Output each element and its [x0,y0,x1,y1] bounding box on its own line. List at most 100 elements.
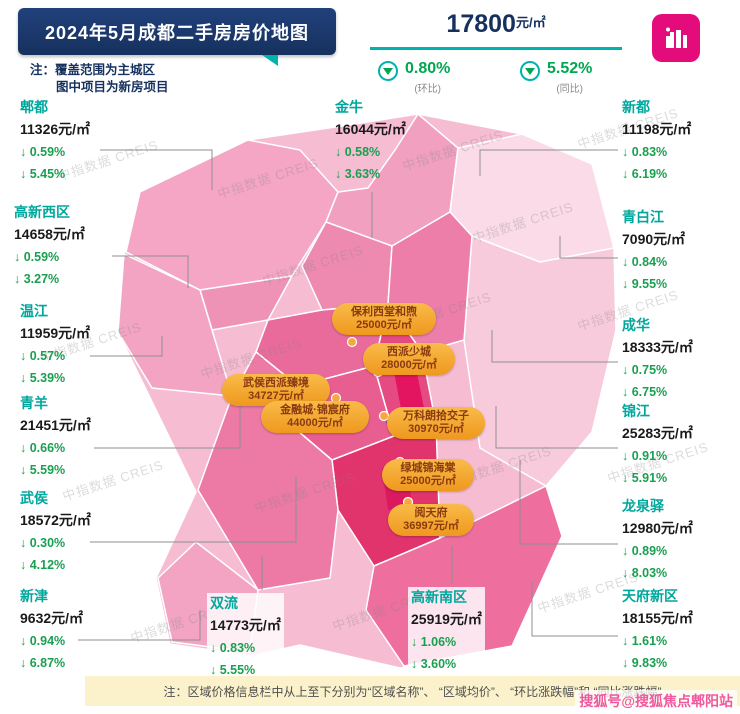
district-card-gaoxin-west: 高新西区 14658元/㎡ ↓ 0.59% ↓ 3.27% [14,203,85,288]
district-name: 武侯 [20,490,48,506]
project-name: 万科朗拾交子 [403,410,469,422]
district-yoy-change: ↓ 9.55% [622,277,668,291]
project-price: 36997元/㎡ [403,520,459,532]
district-name: 温江 [20,303,48,319]
district-yoy-change: ↓ 5.91% [622,471,668,485]
district-mom-change: ↓ 0.83% [210,641,256,655]
page-title: 2024年5月成都二手房房价地图 [44,22,310,43]
coverage-note-line2: 图中项目为新房项目 [56,80,169,94]
district-name: 双流 [210,595,238,611]
district-card-wuhou: 武侯 18572元/㎡ ↓ 0.30% ↓ 4.12% [20,489,91,574]
down-arrow-icon [525,68,535,75]
district-price: 11326元/㎡ [20,121,91,137]
district-yoy-change: ↓ 5.55% [210,663,256,677]
connector-line [479,149,618,176]
district-yoy-change: ↓ 3.60% [411,657,457,671]
district-card-qingyang: 青羊 21451元/㎡ ↓ 0.66% ↓ 5.59% [20,394,91,479]
project-badge-wanke: 万科朗拾交子 30970元/㎡ [387,407,485,439]
project-price: 25000元/㎡ [400,475,456,487]
district-name: 高新南区 [411,589,467,605]
connector-line [559,236,618,259]
district-yoy-change: ↓ 9.83% [622,656,668,670]
district-mom-change: ↓ 0.57% [20,349,66,363]
footer-note-text: 注：区域价格信息栏中从上至下分别为“区域名称”、 “区域均价”、 “环比涨跌幅”… [163,684,662,699]
coverage-note-line1: 注：覆盖范围为主城区 [30,63,156,77]
district-card-tianfu: 天府新区 18155元/㎡ ↓ 1.61% ↓ 9.83% [622,587,693,672]
building-glyph [666,27,687,48]
yoy-stat-value: 5.52% [547,60,593,77]
project-name: 武侯西派臻境 [243,377,309,389]
district-price: 25919元/㎡ [411,611,482,627]
district-card-jinjiang: 锦江 25283元/㎡ ↓ 0.91% ↓ 5.91% [622,402,693,487]
project-price: 44000元/㎡ [287,417,343,429]
district-mom-change: ↓ 0.66% [20,441,66,455]
district-yoy-change: ↓ 5.59% [20,463,66,477]
yoy-stat-label: (同比) [556,84,584,95]
project-name: 金融城·锦宸府 [280,404,350,416]
district-card-chenghua: 成华 18333元/㎡ ↓ 0.75% ↓ 6.75% [622,316,693,401]
district-mom-change: ↓ 0.75% [622,363,668,377]
district-yoy-change: ↓ 5.45% [20,167,66,181]
district-price: 12980元/㎡ [622,520,693,536]
average-price-value: 17800 [446,10,516,38]
ribbon-fold-decoration [262,55,278,66]
district-price: 7090元/㎡ [622,231,686,247]
district-card-longquanyi: 龙泉驿 12980元/㎡ ↓ 0.89% ↓ 8.03% [622,497,693,582]
map-core-accent [394,368,424,414]
mom-stat-label: (环比) [414,84,442,95]
teal-underline [370,47,622,50]
district-mom-change: ↓ 0.91% [622,449,668,463]
district-name: 青白江 [622,209,664,225]
down-arrow-icon [383,68,393,75]
district-price: 25283元/㎡ [622,425,693,441]
project-name: 保利西堂和煦 [351,306,417,318]
district-name: 高新西区 [14,204,70,220]
district-mom-change: ↓ 0.89% [622,544,668,558]
district-yoy-change: ↓ 5.39% [20,371,66,385]
district-name: 新都 [622,99,650,115]
district-price: 16044元/㎡ [335,121,406,137]
connector-line [100,149,213,190]
district-yoy-change: ↓ 3.27% [14,272,60,286]
map-region-longquanyi [463,235,617,487]
project-price: 30970元/㎡ [408,423,464,435]
down-arrow-circle-icon [378,61,398,81]
project-badge-wuhou-xipai: 武侯西派臻境 34727元/㎡ [222,374,330,406]
coverage-note: 注：覆盖范围为主城区 图中项目为新房项目 [30,62,169,96]
district-name: 龙泉驿 [622,498,664,514]
district-yoy-change: ↓ 6.19% [622,167,668,181]
connector-lines [78,149,618,641]
project-name: 绿城锦海棠 [400,462,456,474]
yoy-stat: 5.52% (同比) [520,60,592,95]
district-price: 14773元/㎡ [210,617,281,633]
connector-line [491,330,618,363]
down-arrow-circle-icon [520,61,540,81]
district-mom-change: ↓ 0.30% [20,536,66,550]
district-yoy-change: ↓ 3.63% [335,167,381,181]
district-yoy-change: ↓ 4.12% [20,558,66,572]
district-name: 成华 [622,317,650,333]
district-card-gaoxin-south: 高新南区 25919元/㎡ ↓ 1.06% ↓ 3.60% [408,587,485,674]
project-badge-lvcheng: 绿城锦海棠 25000元/㎡ [382,459,474,491]
connector-line [495,406,618,449]
project-name: 阅天府 [414,507,448,519]
project-price: 28000元/㎡ [381,359,437,371]
project-marker [346,336,358,348]
district-yoy-change: ↓ 6.87% [20,656,66,670]
district-mom-change: ↓ 0.59% [20,145,66,159]
project-badge-jinrongcheng: 金融城·锦宸府 44000元/㎡ [261,401,369,433]
connector-line [90,336,163,357]
district-mom-change: ↓ 1.61% [622,634,668,648]
mom-stat: 0.80% (环比) [378,60,450,95]
district-name: 金牛 [335,99,363,115]
project-price: 25000元/㎡ [356,319,412,331]
connector-line [90,476,297,543]
project-badge-baoli: 保利西堂和煦 25000元/㎡ [332,303,436,335]
building-logo-icon [652,14,700,62]
connector-line [531,582,618,637]
district-price: 9632元/㎡ [20,610,84,626]
district-name: 天府新区 [622,588,678,604]
district-price: 21451元/㎡ [20,417,91,433]
